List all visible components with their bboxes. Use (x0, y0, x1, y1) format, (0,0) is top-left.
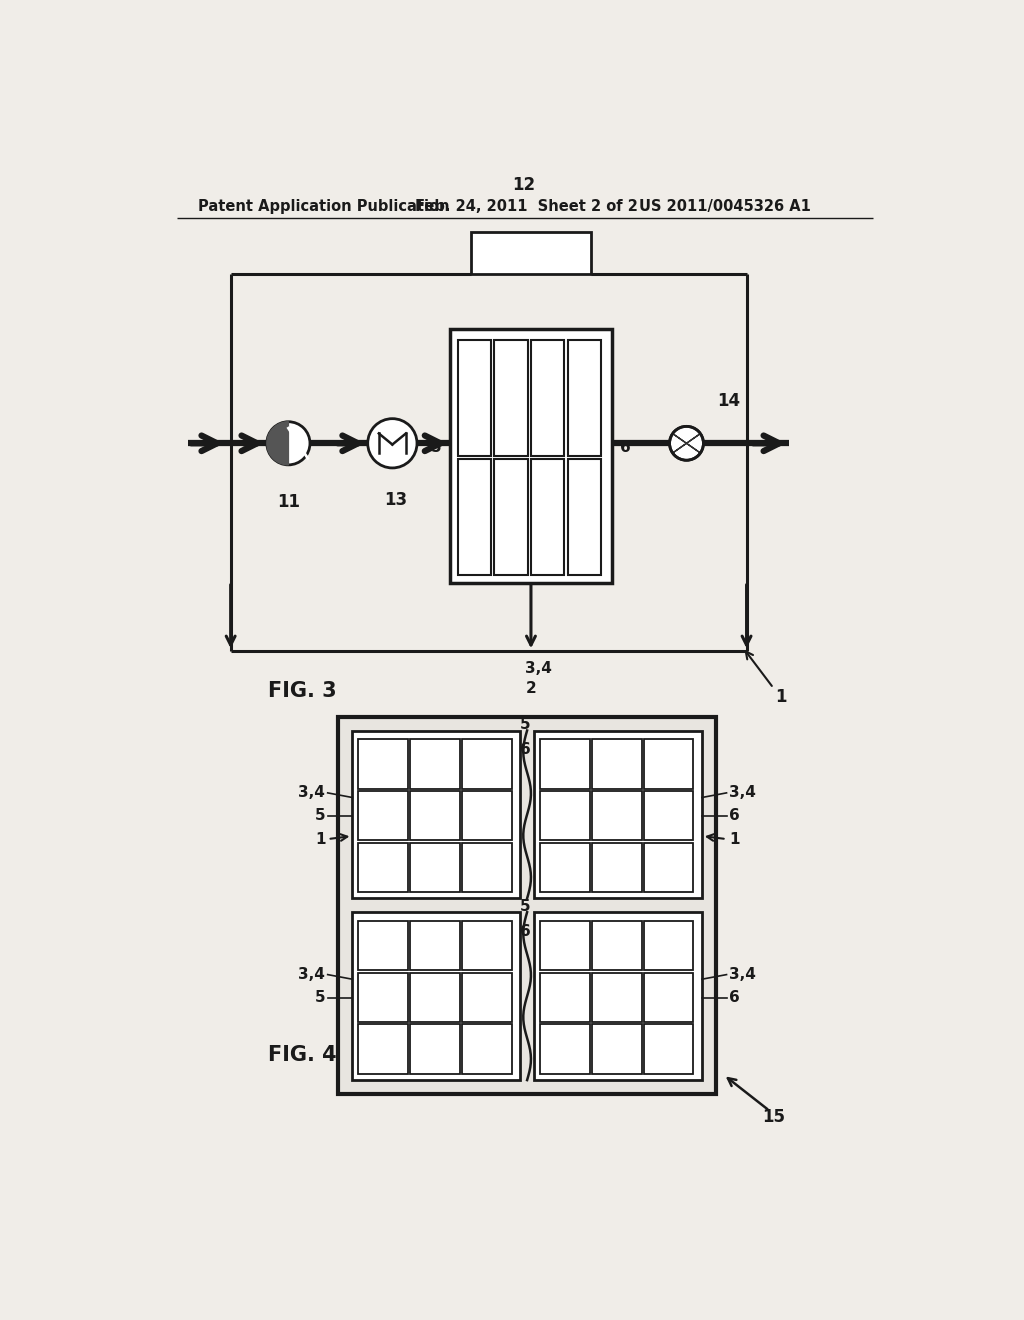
Bar (541, 921, 590, 970)
Text: US 2011/0045326 A1: US 2011/0045326 A1 (639, 198, 811, 214)
Text: 11: 11 (276, 492, 300, 511)
Bar (644, 739, 693, 788)
Bar (592, 739, 642, 788)
Text: 5: 5 (314, 990, 326, 1006)
Bar (411, 1024, 460, 1074)
Bar (535, 730, 701, 899)
Bar (644, 1024, 693, 1074)
Bar (541, 842, 590, 892)
Polygon shape (672, 433, 700, 444)
Bar (358, 842, 408, 892)
Bar (411, 921, 460, 970)
Bar (462, 739, 512, 788)
Bar (592, 1024, 642, 1074)
Bar (644, 791, 693, 841)
Circle shape (368, 418, 417, 469)
Text: 12: 12 (512, 177, 535, 194)
Text: 1: 1 (775, 689, 787, 706)
Text: 14: 14 (717, 392, 740, 411)
Text: 6: 6 (729, 990, 739, 1006)
Text: FIG. 4: FIG. 4 (267, 1045, 336, 1065)
Bar (411, 842, 460, 892)
Text: 5: 5 (314, 808, 326, 824)
Text: 2: 2 (525, 681, 537, 696)
Circle shape (267, 422, 310, 465)
Bar (495, 339, 528, 455)
Text: Patent Application Publication: Patent Application Publication (199, 198, 450, 214)
Bar (531, 339, 564, 455)
Text: 3,4: 3,4 (729, 785, 756, 800)
Bar (458, 339, 492, 455)
Bar (541, 1024, 590, 1074)
Bar (352, 912, 520, 1080)
Text: 5: 5 (520, 717, 530, 731)
Bar (592, 842, 642, 892)
Text: 6: 6 (621, 440, 631, 454)
Bar (567, 459, 601, 576)
Text: 5: 5 (431, 440, 441, 454)
Polygon shape (672, 444, 700, 453)
Text: 5: 5 (520, 899, 530, 913)
Bar (339, 717, 716, 1094)
Text: 6: 6 (520, 924, 531, 939)
Bar (541, 791, 590, 841)
Bar (592, 791, 642, 841)
Bar (411, 791, 460, 841)
Bar (567, 339, 601, 455)
Text: Feb. 24, 2011  Sheet 2 of 2: Feb. 24, 2011 Sheet 2 of 2 (416, 198, 638, 214)
Bar (462, 921, 512, 970)
Text: 1: 1 (729, 832, 739, 846)
Text: 13: 13 (385, 491, 408, 510)
Polygon shape (267, 422, 289, 465)
Text: 3,4: 3,4 (525, 660, 552, 676)
Bar (458, 459, 492, 576)
Bar (495, 459, 528, 576)
Bar (531, 459, 564, 576)
Bar (644, 973, 693, 1022)
Bar (358, 1024, 408, 1074)
Bar (411, 973, 460, 1022)
Circle shape (670, 426, 703, 461)
Text: 6: 6 (729, 808, 739, 824)
Bar (462, 1024, 512, 1074)
Text: 3,4: 3,4 (298, 785, 326, 800)
Bar (592, 973, 642, 1022)
Text: FIG. 3: FIG. 3 (267, 681, 336, 701)
Bar (541, 973, 590, 1022)
Bar (358, 791, 408, 841)
Bar (644, 921, 693, 970)
Bar (644, 842, 693, 892)
Bar (541, 739, 590, 788)
Bar (358, 921, 408, 970)
Bar (471, 231, 591, 275)
Bar (358, 739, 408, 788)
Bar (462, 842, 512, 892)
Bar (462, 973, 512, 1022)
Bar (358, 973, 408, 1022)
Text: 1: 1 (314, 832, 326, 846)
Bar (451, 329, 611, 583)
Bar (352, 730, 520, 899)
Bar (411, 739, 460, 788)
Bar (535, 912, 701, 1080)
Text: 6: 6 (520, 742, 531, 758)
Text: 15: 15 (762, 1107, 785, 1126)
Text: 3,4: 3,4 (729, 968, 756, 982)
Text: 3,4: 3,4 (298, 968, 326, 982)
Bar (462, 791, 512, 841)
Bar (592, 921, 642, 970)
